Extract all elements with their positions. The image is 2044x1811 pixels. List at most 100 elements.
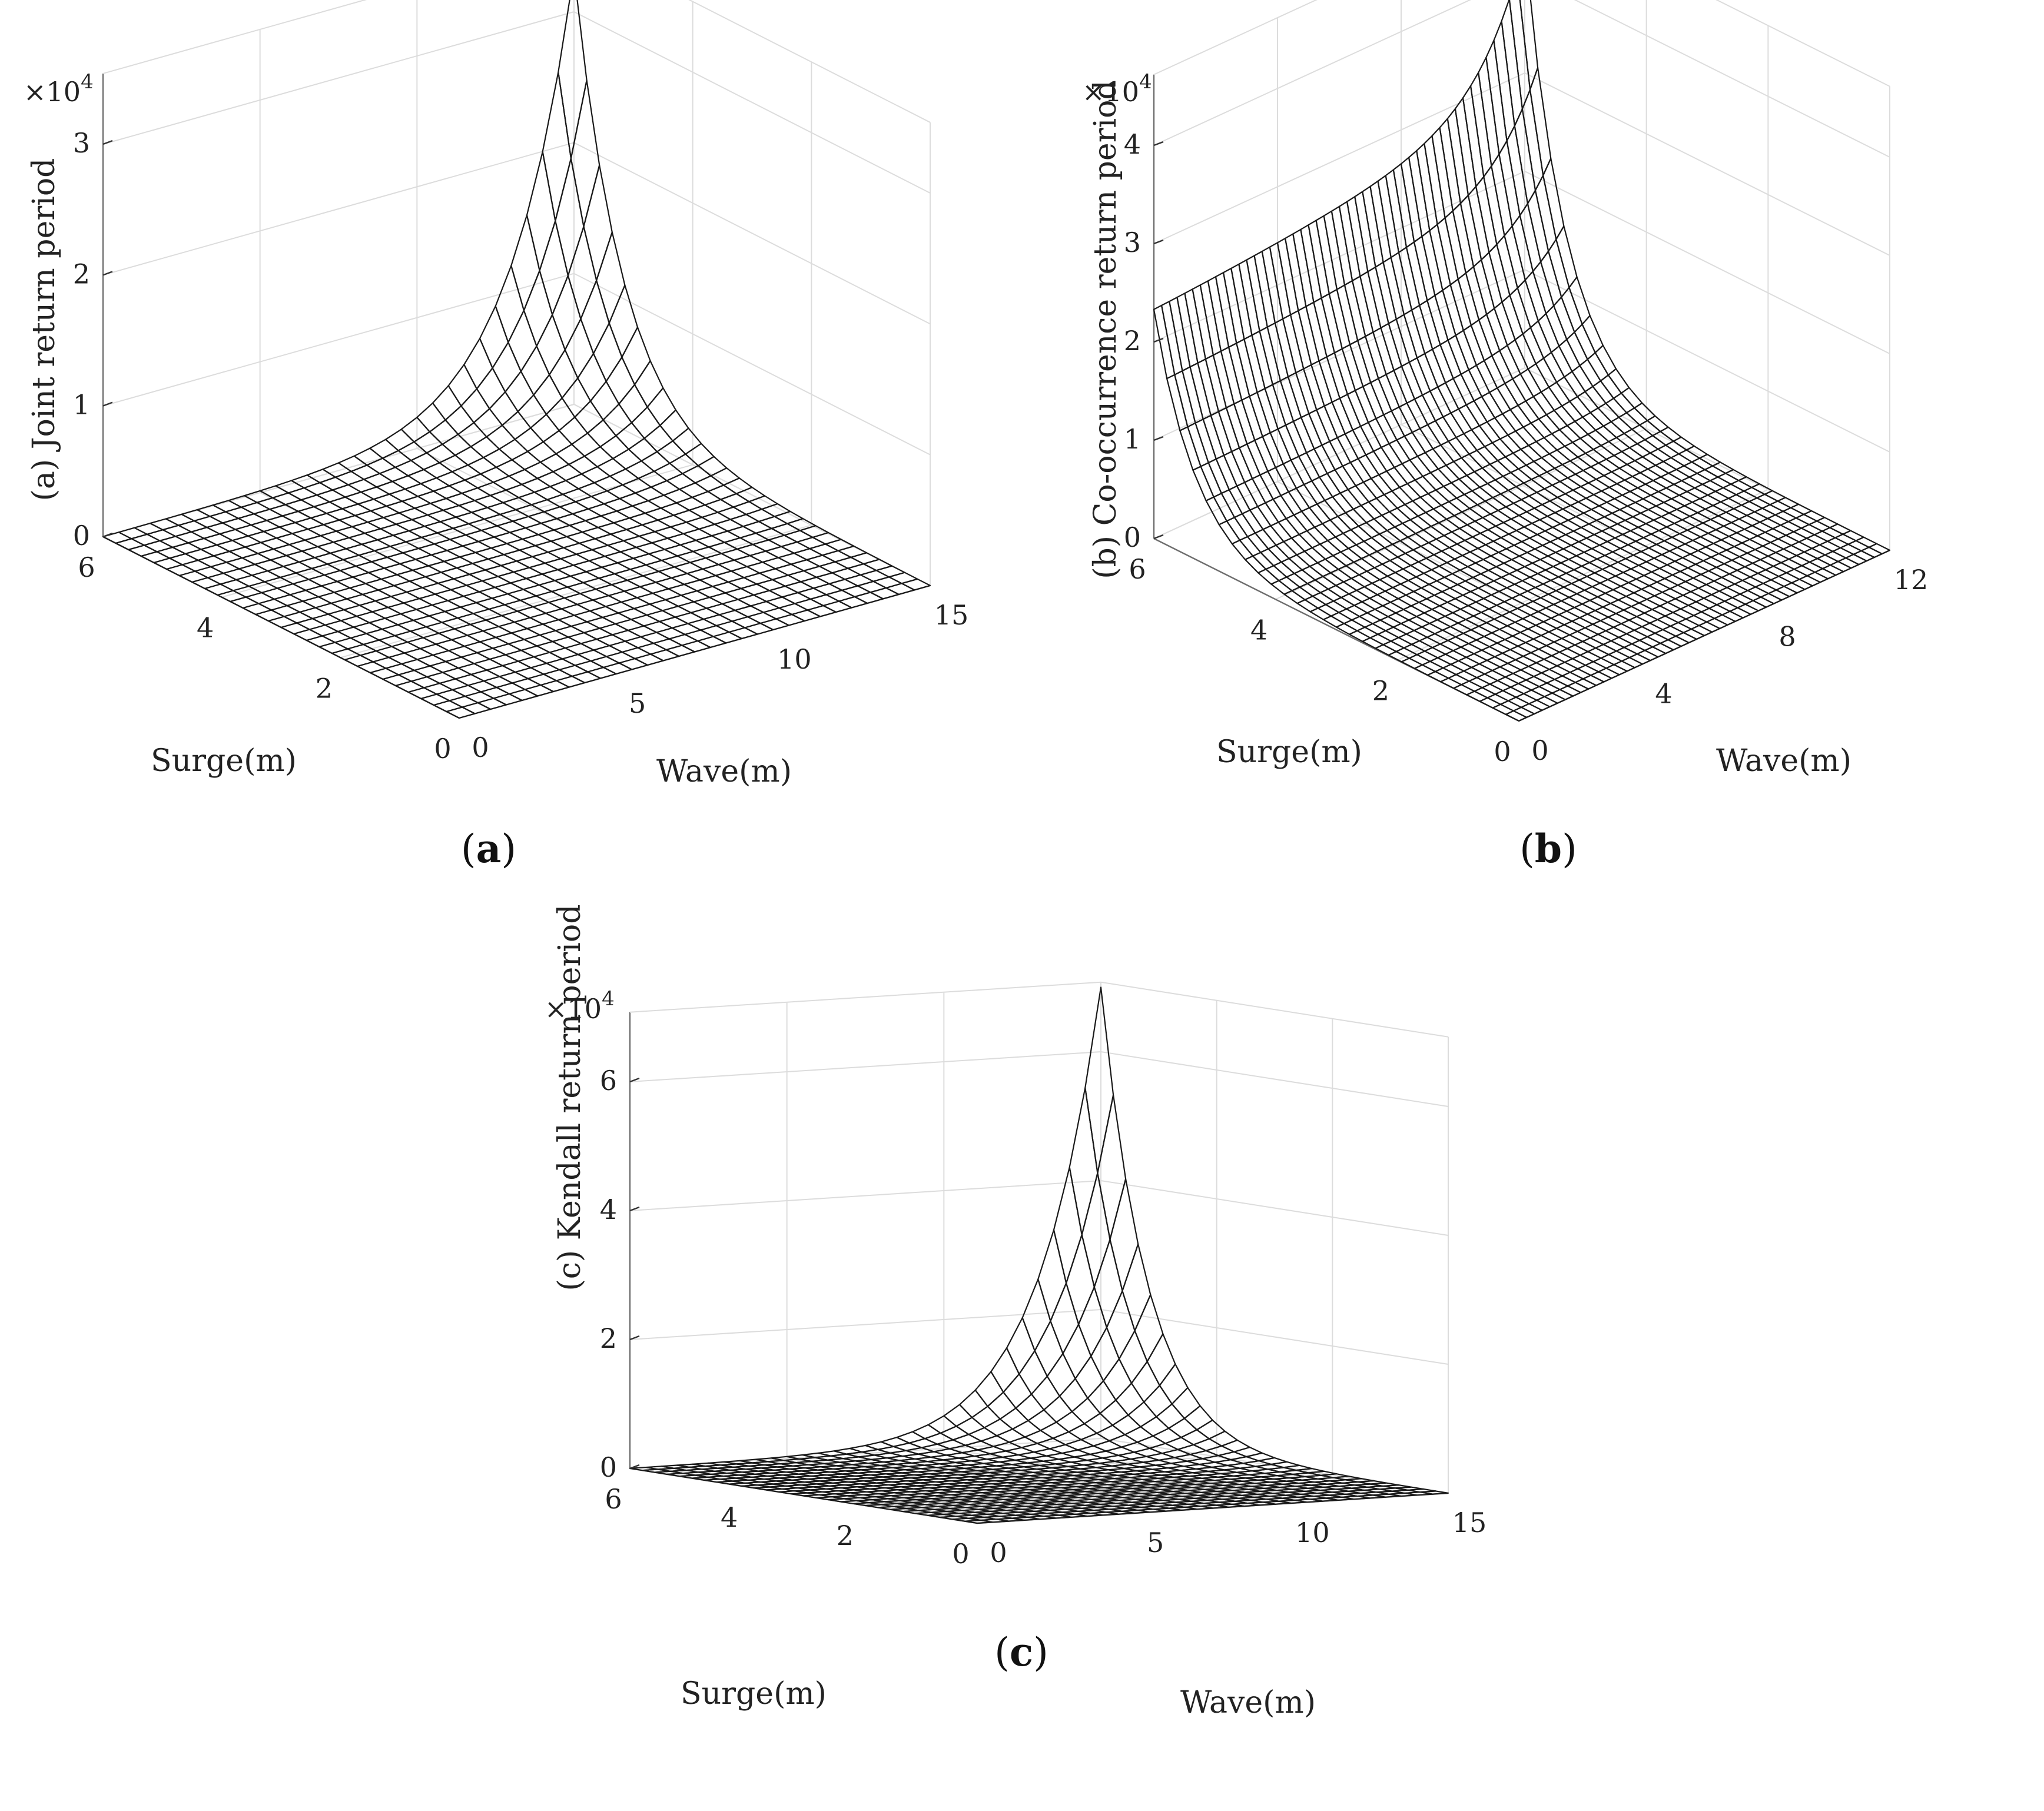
z-exponent-power: 4 bbox=[1139, 70, 1152, 94]
surface-face bbox=[1246, 1452, 1276, 1462]
surface-face bbox=[1005, 1447, 1035, 1456]
surface-face bbox=[427, 560, 458, 573]
surface-face bbox=[616, 505, 646, 519]
surface-face bbox=[632, 553, 663, 566]
surface-face bbox=[387, 602, 417, 615]
surface-face bbox=[749, 550, 779, 563]
surface-face bbox=[502, 411, 532, 440]
surface-face bbox=[494, 582, 525, 595]
surface-face bbox=[596, 634, 626, 647]
surface-face bbox=[1208, 1430, 1238, 1447]
surface-face bbox=[336, 576, 367, 589]
wave-tick-label: 8 bbox=[1778, 621, 1796, 653]
surface-face bbox=[652, 638, 683, 651]
surface-face bbox=[165, 513, 195, 526]
surface-face bbox=[377, 584, 407, 597]
surface-face bbox=[646, 610, 676, 623]
surface-face bbox=[849, 1444, 879, 1453]
surface-face bbox=[1053, 1167, 1083, 1284]
surface-face bbox=[1056, 1411, 1086, 1433]
surface-face bbox=[568, 632, 598, 644]
surface-face bbox=[334, 470, 365, 486]
surface-face bbox=[781, 592, 811, 604]
surface-face bbox=[1093, 1238, 1123, 1328]
z-tick-mark bbox=[629, 1335, 640, 1341]
surface-face bbox=[523, 270, 553, 347]
surface-face bbox=[266, 515, 296, 528]
surface-face bbox=[818, 561, 849, 574]
surface-face bbox=[395, 519, 426, 532]
surface-face bbox=[608, 284, 639, 358]
surface-face bbox=[328, 496, 359, 510]
surface-face bbox=[319, 476, 349, 491]
surface-face bbox=[605, 356, 636, 405]
surface-face bbox=[162, 524, 192, 537]
surface-face bbox=[308, 624, 339, 637]
surface-face bbox=[475, 597, 506, 610]
surface-face bbox=[454, 623, 484, 636]
surface-face bbox=[745, 509, 775, 523]
surface-face bbox=[517, 394, 548, 429]
surface-face bbox=[330, 598, 360, 611]
surface-face bbox=[509, 527, 539, 540]
surface-face bbox=[955, 1417, 986, 1435]
surface-face bbox=[554, 575, 584, 588]
surface-face bbox=[793, 548, 824, 561]
surface-face bbox=[535, 540, 565, 553]
surface-face bbox=[445, 493, 476, 507]
surface-face bbox=[379, 466, 409, 483]
surface-face bbox=[665, 594, 695, 607]
surface-face bbox=[815, 572, 846, 585]
surface-face bbox=[244, 541, 274, 554]
surface-face bbox=[645, 560, 675, 573]
surface-face bbox=[206, 522, 236, 535]
wave-tick-label: 15 bbox=[1452, 1507, 1487, 1538]
surface-mesh-c bbox=[629, 986, 1449, 1524]
surface-face bbox=[323, 519, 353, 532]
surface-face bbox=[511, 677, 542, 690]
surface-face bbox=[591, 544, 622, 557]
surface-face bbox=[303, 481, 334, 496]
z-tick-mark bbox=[102, 271, 113, 276]
surface-face bbox=[498, 438, 529, 461]
surface-face bbox=[414, 503, 444, 516]
surface-face bbox=[673, 509, 703, 523]
surface-face bbox=[337, 626, 367, 639]
surface-face bbox=[175, 531, 205, 544]
surface-face bbox=[556, 513, 586, 526]
surface-face bbox=[555, 625, 585, 638]
surface-face bbox=[748, 495, 778, 510]
wave-axis-label: Wave(m) bbox=[1716, 743, 1851, 779]
surface-face bbox=[632, 500, 662, 514]
z-axis-label: (c) Kendall return period bbox=[552, 904, 588, 1291]
surface-face bbox=[583, 164, 613, 281]
surface-face bbox=[587, 666, 617, 679]
surface-face bbox=[488, 604, 519, 617]
surface-face bbox=[356, 661, 387, 674]
surface-face bbox=[444, 656, 475, 669]
surface-face bbox=[481, 576, 512, 589]
surface-face bbox=[775, 613, 805, 626]
surface-face bbox=[520, 645, 550, 658]
surface-face bbox=[582, 527, 612, 540]
surface-face bbox=[344, 491, 374, 505]
surface-face bbox=[619, 492, 649, 507]
z-gridline bbox=[629, 1179, 1449, 1236]
surface-face bbox=[580, 466, 611, 484]
surface-face bbox=[287, 487, 318, 501]
surface-face bbox=[523, 634, 553, 647]
z-tick-label: 2 bbox=[1124, 325, 1141, 357]
surface-face bbox=[440, 567, 470, 580]
z-tick-mark bbox=[629, 1206, 640, 1212]
surface-face bbox=[541, 569, 572, 581]
surface-face bbox=[480, 466, 510, 483]
surface-face bbox=[412, 565, 442, 578]
surface-face bbox=[968, 1427, 998, 1442]
surface-face bbox=[640, 632, 670, 644]
surface-face bbox=[674, 612, 705, 624]
surface-face bbox=[660, 502, 690, 516]
surface-face bbox=[1084, 986, 1114, 1174]
surface-face bbox=[864, 1441, 894, 1450]
surface-face bbox=[511, 450, 542, 470]
surface-face bbox=[539, 630, 569, 643]
